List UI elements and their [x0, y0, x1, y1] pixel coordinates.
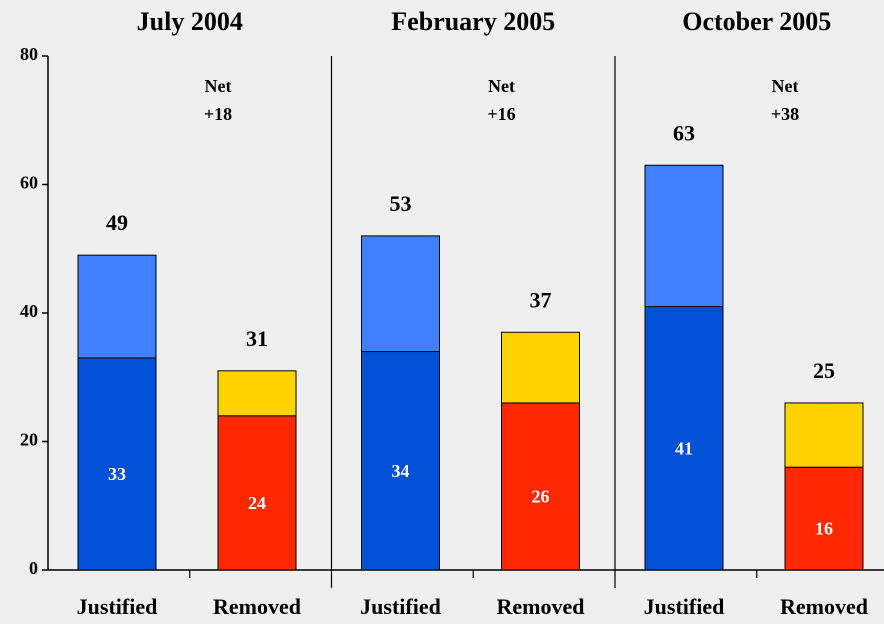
total-label: 31 — [246, 326, 268, 351]
y-tick-label: 60 — [20, 173, 38, 193]
net-title: Net — [772, 76, 799, 96]
total-label: 63 — [673, 120, 695, 145]
x-tick-label: Justified — [77, 594, 158, 619]
total-label: 37 — [530, 287, 552, 312]
panel-title: July 2004 — [137, 7, 243, 36]
net-value: +18 — [204, 104, 232, 124]
panel-title: February 2005 — [391, 7, 555, 36]
net-title: Net — [205, 76, 232, 96]
bar-segment — [361, 235, 440, 353]
net-title: Net — [488, 76, 515, 96]
segment-label: 26 — [532, 487, 550, 507]
segment-label: 41 — [675, 438, 693, 458]
bar-segment — [784, 402, 864, 468]
x-tick-label: Removed — [497, 594, 585, 619]
net-value: +16 — [487, 104, 515, 124]
bar-segment — [77, 357, 157, 571]
bar-segment — [77, 254, 157, 359]
x-tick-label: Removed — [780, 594, 868, 619]
net-value: +38 — [771, 104, 799, 124]
bar-segment — [361, 351, 440, 571]
segment-label: 34 — [392, 461, 410, 481]
bar-segment — [217, 370, 297, 417]
y-tick-label: 40 — [20, 301, 38, 321]
panel-title: October 2005 — [682, 7, 831, 36]
bar-segment — [501, 331, 580, 404]
y-tick-label: 20 — [20, 430, 38, 450]
bar-segment — [644, 306, 724, 571]
bar-segment — [784, 466, 864, 571]
bar-segment — [644, 164, 724, 308]
y-tick-label: 80 — [20, 44, 38, 64]
x-tick-label: Justified — [360, 594, 441, 619]
segment-label: 16 — [815, 519, 833, 539]
bar-segment — [217, 415, 297, 571]
bar-segment — [501, 402, 580, 571]
total-label: 25 — [813, 358, 835, 383]
y-tick-label: 0 — [29, 558, 38, 578]
x-tick-label: Removed — [213, 594, 301, 619]
total-label: 49 — [106, 210, 128, 235]
segment-label: 24 — [248, 493, 266, 513]
x-tick-label: Justified — [644, 594, 725, 619]
segment-label: 33 — [108, 464, 126, 484]
total-label: 53 — [390, 191, 412, 216]
